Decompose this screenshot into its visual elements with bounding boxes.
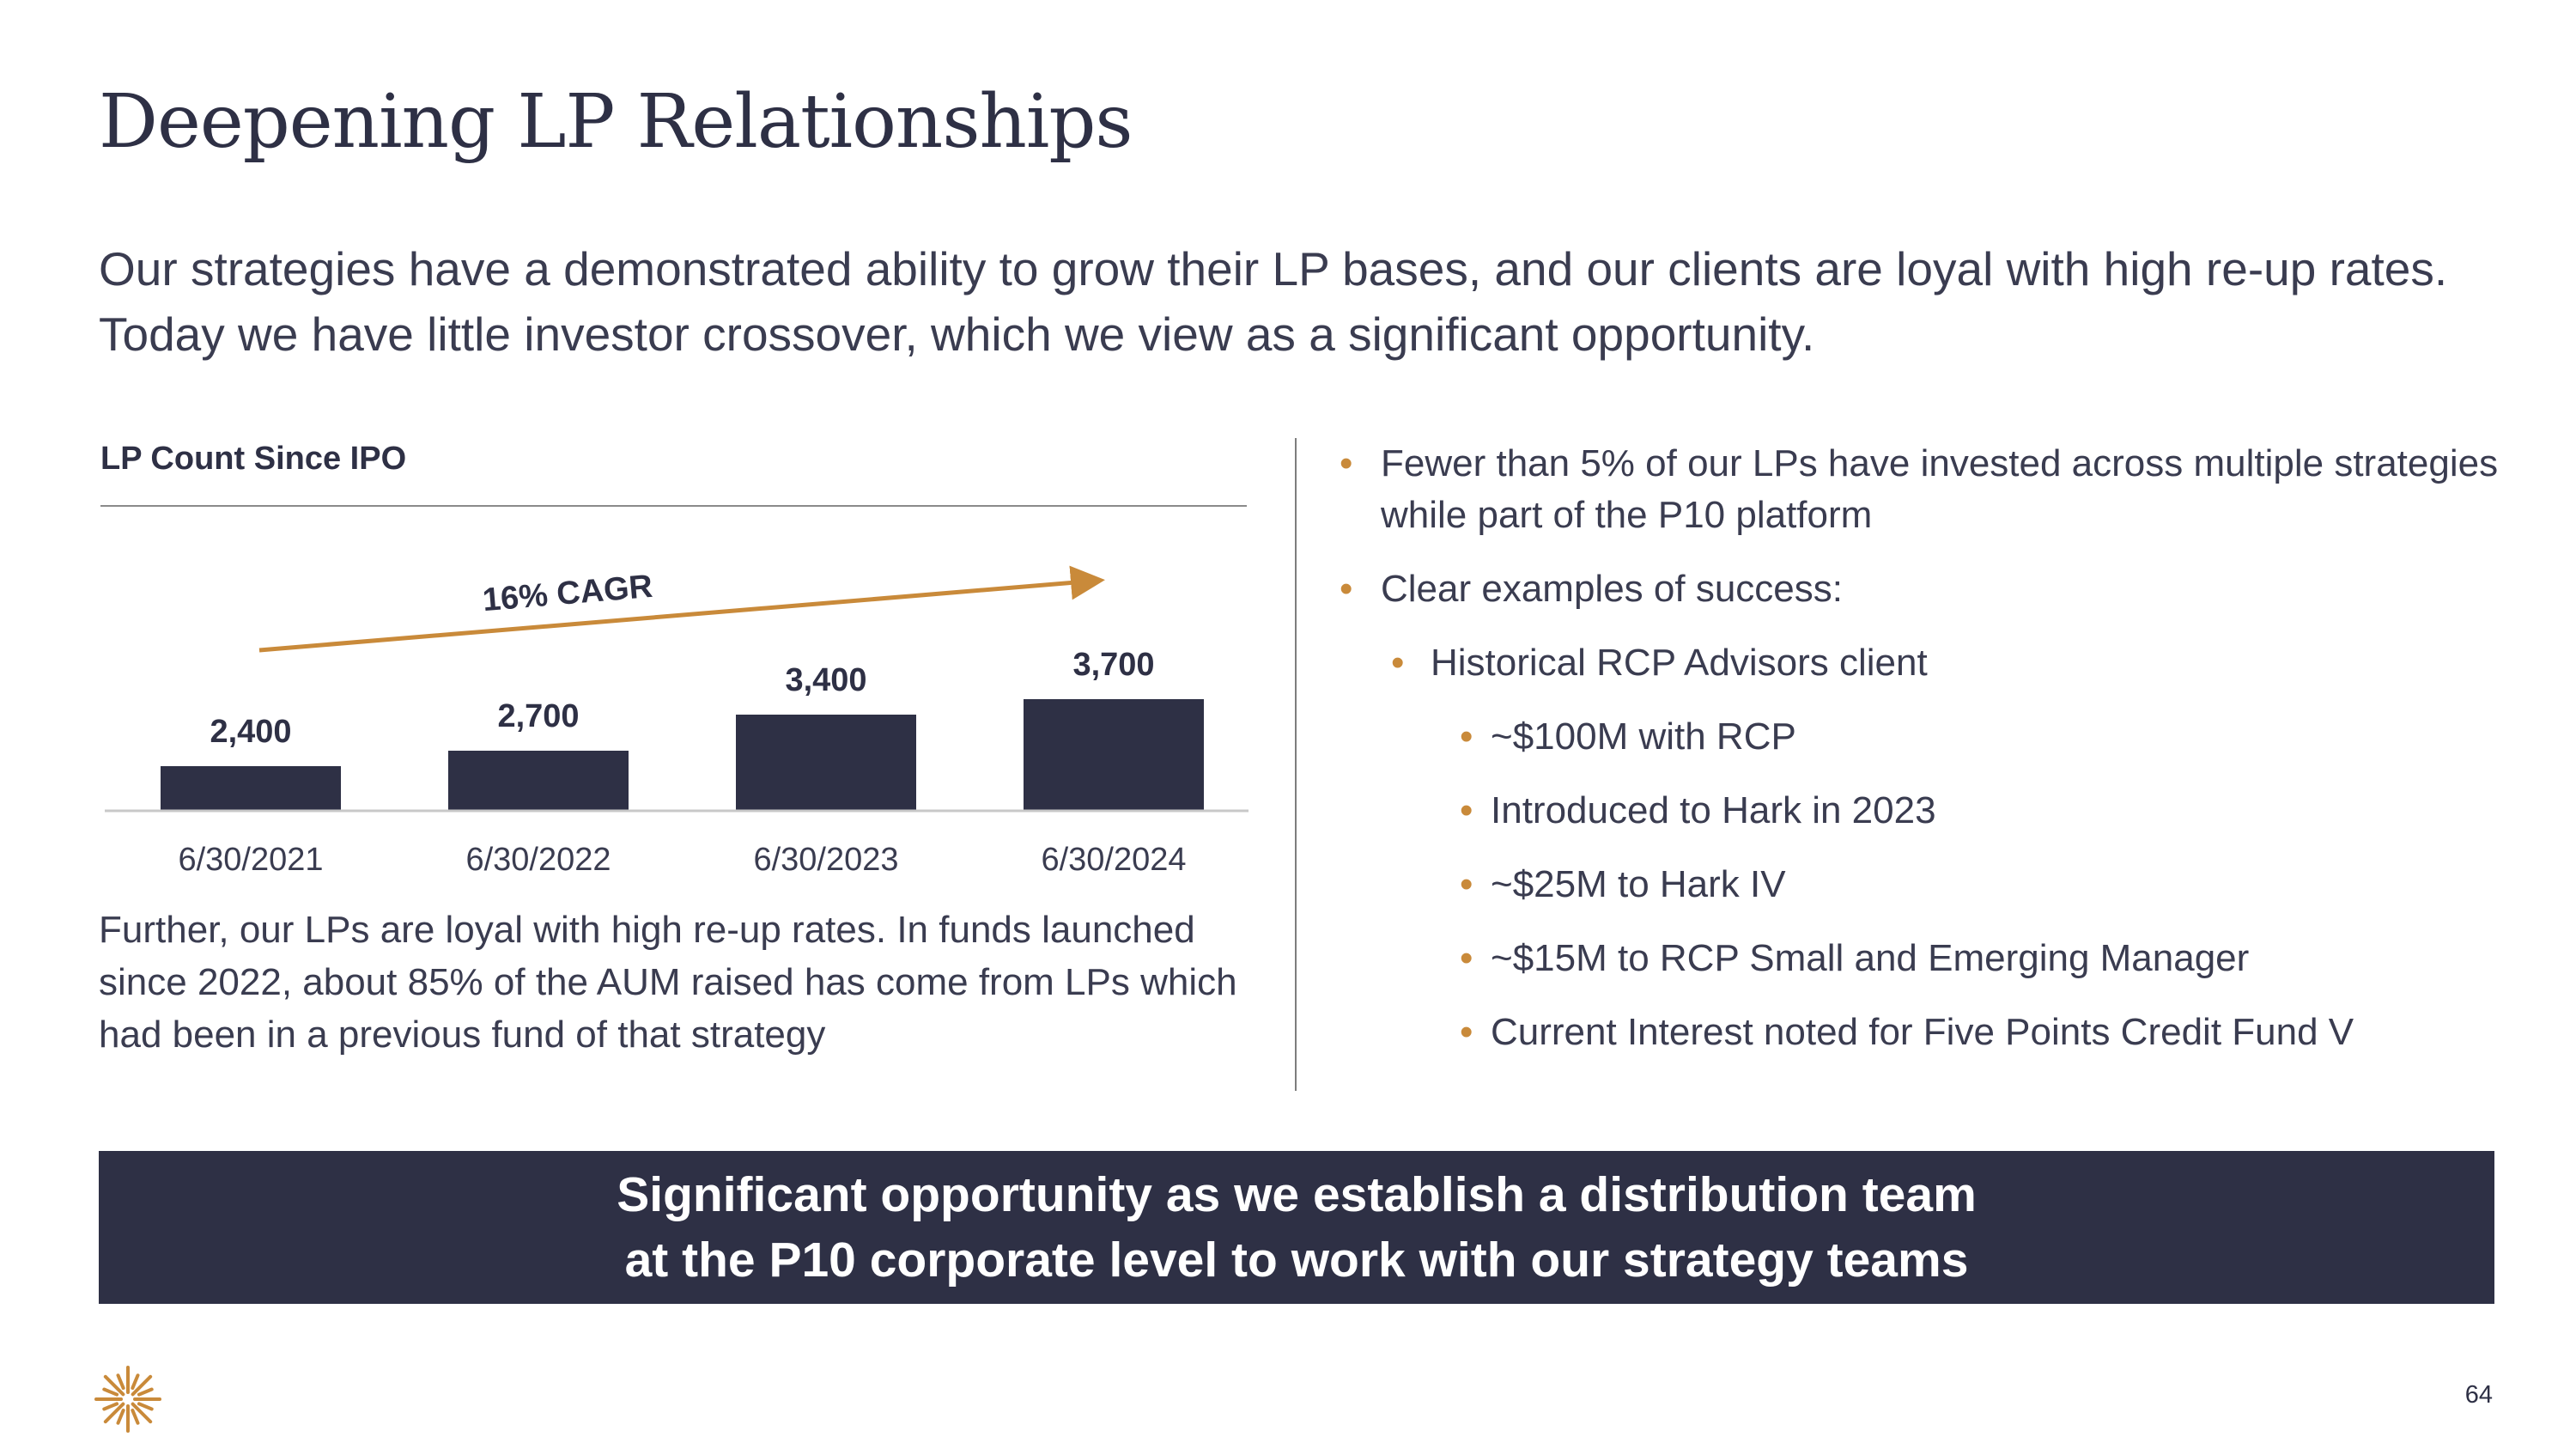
bullet-dot-icon: • <box>1460 937 1473 979</box>
bullet-text: ~$15M to RCP Small and Emerging Manager <box>1491 937 2250 979</box>
logo-ray <box>131 1373 140 1391</box>
bullet-dot-icon: • <box>1340 568 1353 610</box>
bar-value-label: 3,400 <box>785 662 866 698</box>
logo-ray <box>131 1402 153 1424</box>
page-subtitle: Our strategies have a demonstrated abili… <box>99 242 2448 361</box>
bar-value-label: 3,700 <box>1072 647 1154 683</box>
bullet-list: • Fewer than 5% of our LPs have invested … <box>1340 438 2542 1081</box>
x-tick-label: 6/30/2024 <box>1041 842 1186 878</box>
logo-ray <box>131 1374 153 1397</box>
bullet-dot-icon: • <box>1460 789 1473 831</box>
page-number: 64 <box>2464 1381 2493 1409</box>
bullet-text: Clear examples of success: <box>1381 568 1843 610</box>
bullet-item: • Historical RCP Advisors client <box>1340 637 2542 689</box>
bullet-text: Current Interest noted for Five Points C… <box>1491 1011 2354 1053</box>
vertical-divider <box>1295 438 1297 1091</box>
chart-title: LP Count Since IPO <box>100 441 407 477</box>
bar-value-label: 2,400 <box>210 714 291 750</box>
bullet-text: Historical RCP Advisors client <box>1431 642 1928 684</box>
bar-6/30/2022 <box>448 751 629 811</box>
chart-title-rule <box>100 505 1247 507</box>
callout-banner: Significant opportunity as we establish … <box>99 1151 2494 1304</box>
logo-ray <box>137 1387 154 1397</box>
x-tick-label: 6/30/2023 <box>753 842 898 878</box>
logo-ray <box>103 1402 125 1424</box>
banner-line-1: Significant opportunity as we establish … <box>617 1167 1977 1222</box>
bullet-item: • Introduced to Hark in 2023 <box>1340 785 2542 837</box>
starburst-logo-icon <box>94 1366 161 1433</box>
bullet-item: • Clear examples of success: <box>1340 563 2542 615</box>
banner-line-2: at the P10 corporate level to work with … <box>624 1233 1969 1288</box>
logo-ray <box>137 1402 154 1411</box>
bullet-dot-icon: • <box>1460 715 1473 758</box>
logo-ray <box>103 1374 125 1397</box>
bullet-text: Introduced to Hark in 2023 <box>1491 789 1936 831</box>
bar-6/30/2023 <box>736 715 916 811</box>
bullet-text: ~$100M with RCP <box>1491 715 1796 758</box>
cagr-arrow <box>258 565 1105 653</box>
bullet-text: ~$25M to Hark IV <box>1491 863 1786 905</box>
x-tick-label: 6/30/2022 <box>465 842 611 878</box>
logo-ray <box>116 1373 125 1391</box>
bar-6/30/2021 <box>161 766 341 811</box>
bullet-item: • ~$100M with RCP <box>1340 711 2542 763</box>
bullet-item: • Fewer than 5% of our LPs have invested … <box>1340 438 2542 541</box>
bullet-item: • ~$25M to Hark IV <box>1340 859 2542 910</box>
bullet-dot-icon: • <box>1460 1011 1473 1053</box>
bars-layer: 2,400 6/30/2021 2,700 6/30/2022 3,400 6/30/20… <box>161 647 1204 878</box>
logo-ray <box>102 1387 119 1397</box>
bullet-item: • ~$15M to RCP Small and Emerging Manager <box>1340 933 2542 984</box>
logo-ray <box>102 1402 119 1411</box>
cagr-label: 16% CAGR <box>481 569 653 618</box>
logo-ray <box>116 1408 125 1425</box>
lp-count-bar-chart: 2,400 6/30/2021 2,700 6/30/2022 3,400 6/30/20… <box>105 565 1249 878</box>
x-tick-label: 6/30/2021 <box>178 842 323 878</box>
bullet-dot-icon: • <box>1340 442 1353 484</box>
bullet-text: Fewer than 5% of our LPs have invested a… <box>1381 442 2499 536</box>
page-title: Deepening LP Relationships <box>99 79 1133 165</box>
bar-value-label: 2,700 <box>497 698 579 734</box>
bar-6/30/2024 <box>1024 699 1204 811</box>
bullet-item: • Current Interest noted for Five Points … <box>1340 1007 2542 1058</box>
bullet-dot-icon: • <box>1460 863 1473 905</box>
bullet-dot-icon: • <box>1391 642 1405 684</box>
chart-note: Further, our LPs are loyal with high re-… <box>99 909 1237 1056</box>
logo-ray <box>131 1408 140 1425</box>
